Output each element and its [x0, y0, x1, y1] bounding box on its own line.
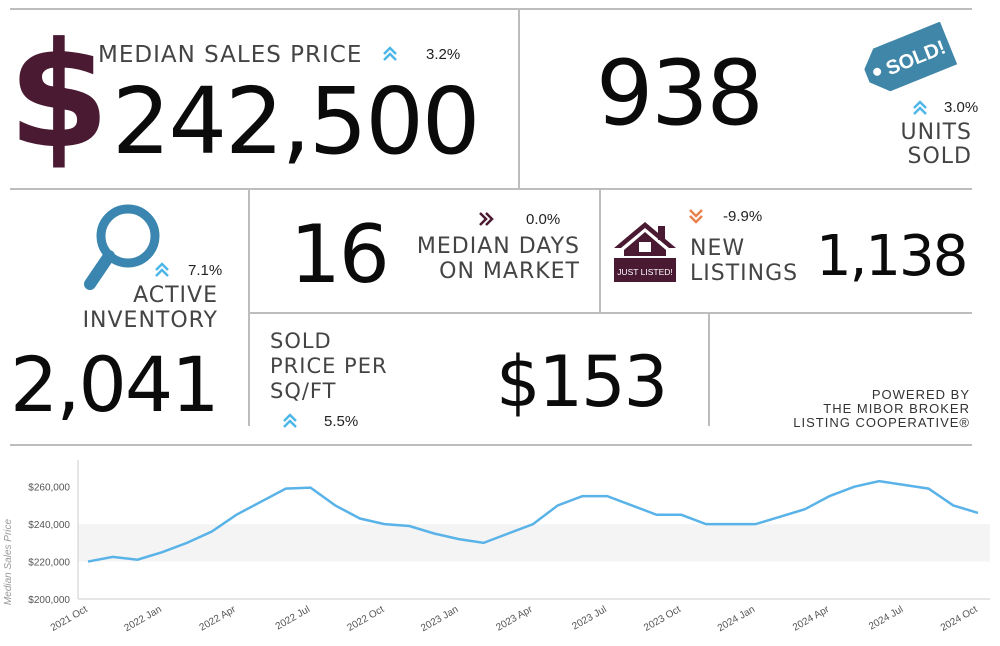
x-tick-label: 2024 Jan — [716, 604, 757, 634]
median-days-value: 16 — [290, 208, 390, 301]
divider-v-top — [518, 8, 520, 188]
units-sold-label-line1: UNITS — [900, 120, 972, 145]
median-days-label-line2: ON MARKET — [439, 259, 580, 284]
y-tick-label: $200,000 — [28, 595, 70, 606]
divider-row2 — [250, 312, 972, 314]
new-listings-value: 1,138 — [816, 224, 968, 289]
x-tick-label: 2024 Apr — [791, 604, 832, 634]
x-tick-label: 2021 Oct — [49, 604, 90, 634]
y-axis-ticks: $200,000 $220,000 $240,000 $260,000 — [28, 483, 70, 606]
x-axis-ticks: 2021 Oct 2022 Jan 2022 Apr 2022 Jul 2022 Oct… — [49, 604, 980, 634]
x-tick-label: 2023 Apr — [494, 604, 535, 634]
powered-by: POWERED BY THE MIBOR BROKER LISTING COOP… — [793, 388, 970, 430]
new-listings-label-line1: NEW — [690, 236, 746, 261]
sold-tag-icon: SOLD! — [864, 22, 958, 92]
x-tick-label: 2023 Jul — [570, 604, 608, 632]
chart-grid-bands — [77, 460, 990, 600]
price-per-sqft-trend-up-icon — [283, 413, 297, 428]
x-tick-label: 2022 Jul — [274, 604, 312, 632]
powered-by-line1: POWERED BY — [871, 387, 970, 402]
median-price-series-line — [87, 479, 979, 563]
x-tick-label: 2022 Jan — [123, 604, 164, 634]
median-days-trend-flat-icon — [479, 212, 494, 226]
median-sales-price-value: 242,500 — [112, 68, 480, 175]
median-days-label-line1: MEDIAN DAYS — [416, 234, 580, 259]
units-sold-label-line2: SOLD — [907, 144, 972, 169]
y-tick-label: $240,000 — [28, 520, 70, 531]
x-tick-label: 2024 Oct — [939, 604, 980, 634]
units-sold-value: 938 — [596, 41, 764, 146]
price-per-sqft-value: $153 — [496, 341, 668, 423]
magnifier-icon — [84, 204, 160, 290]
new-listings-label-line2: LISTINGS — [690, 261, 799, 286]
active-inventory-label-line1: ACTIVE — [133, 283, 218, 308]
median-price-line-chart: $200,000 $220,000 $240,000 $260,000 2021 Oc… — [3, 460, 990, 634]
median-sales-price-label: MEDIAN SALES PRICE — [98, 42, 363, 68]
x-tick-label: 2023 Oct — [642, 604, 683, 634]
new-listings-change: -9.9% — [723, 208, 763, 225]
divider-v-right — [708, 312, 710, 426]
new-listings-trend-down-icon — [689, 209, 703, 224]
dollar-glyph: $ — [8, 11, 110, 181]
x-tick-label: 2022 Oct — [346, 604, 387, 634]
divider-v-left — [248, 188, 250, 426]
active-inventory-label-line2: INVENTORY — [82, 308, 218, 333]
units-sold-change: 3.0% — [944, 99, 979, 116]
divider-row1 — [10, 188, 972, 190]
active-inventory-trend-up-icon — [155, 262, 169, 277]
y-axis-label: Median Sales Price — [3, 518, 14, 605]
house-icon: JUST LISTED! — [614, 222, 676, 282]
price-per-sqft-change: 5.5% — [324, 413, 359, 430]
price-per-sqft-label-line3: SQ/FT — [270, 379, 337, 403]
active-inventory-value: 2,041 — [10, 340, 220, 429]
powered-by-line2: THE MIBOR BROKER — [823, 401, 970, 416]
x-tick-label: 2023 Jan — [419, 604, 460, 634]
median-days-change: 0.0% — [526, 211, 561, 228]
y-tick-label: $260,000 — [28, 483, 70, 494]
divider-chart — [10, 444, 972, 446]
powered-by-line3: LISTING COOPERATIVE® — [793, 415, 970, 430]
y-tick-label: $220,000 — [28, 558, 70, 569]
divider-v-mid — [599, 188, 601, 312]
price-per-sqft-label-line2: PRICE PER — [270, 354, 388, 378]
x-tick-label: 2022 Apr — [198, 604, 239, 634]
median-price-trend-up-icon — [383, 46, 397, 61]
grid-band — [78, 524, 990, 562]
just-listed-text: JUST LISTED! — [617, 267, 673, 277]
units-sold-trend-up-icon — [913, 100, 927, 115]
median-price-change: 3.2% — [426, 46, 461, 63]
dollar-icon: $ — [8, 16, 110, 176]
active-inventory-change: 7.1% — [188, 262, 223, 279]
price-per-sqft-label-line1: SOLD — [270, 329, 332, 353]
divider-top — [10, 8, 972, 10]
x-tick-label: 2024 Jul — [867, 604, 905, 632]
